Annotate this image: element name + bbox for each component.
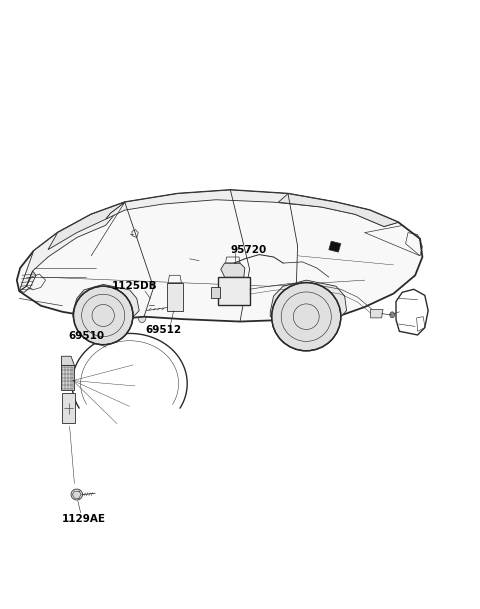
Polygon shape	[19, 202, 125, 291]
Ellipse shape	[73, 286, 133, 345]
Polygon shape	[329, 241, 341, 252]
Ellipse shape	[71, 489, 83, 500]
Polygon shape	[106, 190, 398, 227]
Polygon shape	[48, 202, 125, 250]
Circle shape	[172, 283, 179, 292]
Text: 1129AE: 1129AE	[62, 514, 106, 524]
Polygon shape	[73, 284, 139, 317]
Ellipse shape	[138, 308, 146, 323]
Text: 69510: 69510	[68, 331, 105, 341]
Polygon shape	[211, 287, 220, 298]
Polygon shape	[218, 277, 250, 304]
Text: 95720: 95720	[230, 245, 267, 255]
Polygon shape	[371, 309, 383, 318]
Circle shape	[230, 283, 238, 292]
Circle shape	[390, 312, 395, 318]
Polygon shape	[61, 365, 74, 390]
Text: 1125DB: 1125DB	[111, 281, 157, 291]
Ellipse shape	[272, 283, 341, 351]
Polygon shape	[61, 356, 74, 365]
Polygon shape	[17, 190, 422, 322]
Polygon shape	[278, 194, 398, 227]
Circle shape	[172, 291, 179, 300]
Ellipse shape	[146, 295, 156, 314]
Circle shape	[230, 291, 238, 301]
Text: 69512: 69512	[145, 325, 181, 335]
Polygon shape	[62, 393, 75, 423]
Polygon shape	[167, 283, 183, 311]
Polygon shape	[270, 280, 347, 317]
Polygon shape	[221, 263, 245, 277]
Circle shape	[172, 300, 179, 309]
